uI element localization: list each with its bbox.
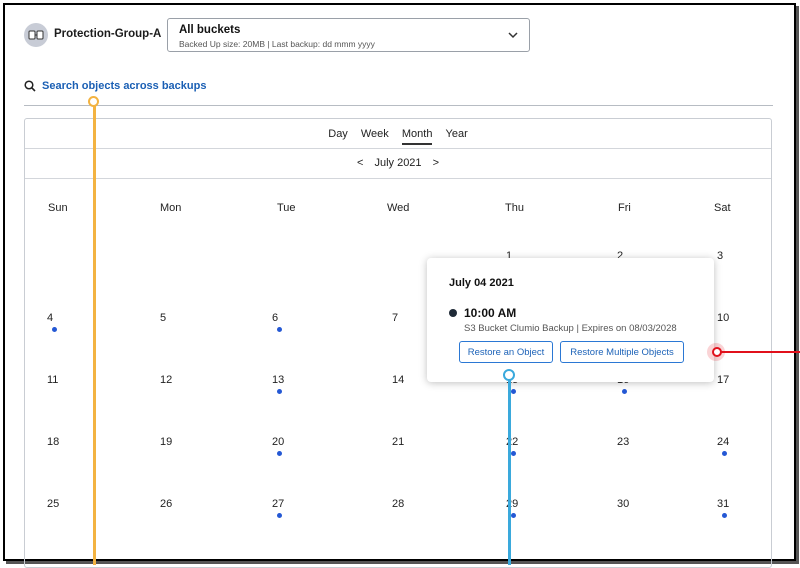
calendar-day[interactable]: 6: [272, 312, 279, 324]
popover-backup-detail: S3 Bucket Clumio Backup | Expires on 08/…: [464, 323, 677, 334]
calendar-day[interactable]: 7: [392, 312, 399, 324]
calendar-day[interactable]: 14: [392, 374, 405, 386]
calendar-day[interactable]: 11: [47, 374, 59, 386]
protection-group-icon: [24, 23, 48, 47]
calendar-day[interactable]: 23: [617, 436, 630, 448]
annotation-line-blue: [508, 379, 511, 565]
prev-month-button[interactable]: <: [356, 157, 364, 169]
tab-year[interactable]: Year: [445, 128, 468, 140]
backup-indicator-dot: [52, 327, 57, 332]
tab-week[interactable]: Week: [360, 128, 389, 140]
calendar-day[interactable]: 17: [717, 374, 730, 386]
calendar-day[interactable]: 20: [272, 436, 285, 448]
calendar-day[interactable]: 3: [717, 250, 724, 262]
restore-multiple-objects-button[interactable]: Restore Multiple Objects: [560, 341, 684, 363]
view-tabs: Day Week Month Year: [25, 128, 771, 145]
backup-bullet-icon: [449, 309, 457, 317]
calendar-day[interactable]: 2: [617, 250, 624, 262]
divider: [25, 178, 771, 179]
calendar-day[interactable]: 24: [717, 436, 730, 448]
backup-indicator-dot: [277, 389, 282, 394]
calendar-day[interactable]: 18: [47, 436, 60, 448]
calendar-day[interactable]: 27: [272, 498, 285, 510]
calendar-day[interactable]: 25: [47, 498, 60, 510]
calendar-day[interactable]: 30: [617, 498, 630, 510]
backup-indicator-dot: [277, 451, 282, 456]
search-objects-link[interactable]: Search objects across backups: [24, 80, 206, 92]
month-navigation: < July 2021 >: [25, 157, 771, 169]
search-objects-label: Search objects across backups: [42, 80, 207, 92]
calendar-day[interactable]: 13: [272, 374, 285, 386]
bucket-select-subtitle: Backed Up size: 20MB | Last backup: dd m…: [179, 39, 375, 49]
popover-time: 10:00 AM: [464, 306, 517, 320]
month-label: July 2021: [374, 157, 422, 169]
weekday-header: Thu: [505, 202, 524, 214]
calendar-day[interactable]: 4: [47, 312, 54, 324]
calendar-day[interactable]: 28: [392, 498, 405, 510]
chevron-down-icon: [508, 32, 518, 39]
backup-indicator-dot: [277, 327, 282, 332]
tab-day[interactable]: Day: [328, 128, 348, 140]
weekday-header: Fri: [618, 202, 631, 214]
weekday-header: Mon: [160, 202, 182, 214]
calendar-day[interactable]: 31: [717, 498, 730, 510]
annotation-line-orange: [93, 101, 96, 565]
popover-date: July 04 2021: [449, 277, 514, 289]
calendar-day[interactable]: 26: [160, 498, 173, 510]
annotation-marker-red: [712, 347, 722, 357]
backup-indicator-dot: [622, 389, 627, 394]
divider: [24, 105, 773, 106]
next-month-button[interactable]: >: [432, 157, 440, 169]
weekday-header: Tue: [277, 202, 296, 214]
backup-indicator-dot: [722, 513, 727, 518]
calendar-day[interactable]: 19: [160, 436, 173, 448]
backup-popover: July 04 2021 10:00 AM S3 Bucket Clumio B…: [427, 258, 714, 382]
restore-object-button[interactable]: Restore an Object: [459, 341, 553, 363]
bucket-select-title: All buckets: [179, 24, 241, 36]
weekday-header: Wed: [387, 202, 410, 214]
backup-indicator-dot: [277, 513, 282, 518]
backup-indicator-dot: [511, 451, 516, 456]
tab-month[interactable]: Month: [401, 128, 433, 145]
weekday-header: Sat: [714, 202, 731, 214]
protection-group-name: Protection-Group-A: [54, 28, 162, 40]
divider: [25, 148, 771, 149]
backup-indicator-dot: [511, 513, 516, 518]
backup-indicator-dot: [511, 389, 516, 394]
calendar-day[interactable]: 21: [392, 436, 405, 448]
calendar-day[interactable]: 5: [160, 312, 167, 324]
search-icon: [24, 80, 36, 92]
calendar-day[interactable]: 1: [506, 250, 513, 262]
annotation-marker-orange: [88, 96, 99, 107]
calendar-day[interactable]: 10: [717, 312, 730, 324]
calendar-day[interactable]: 12: [160, 374, 173, 386]
bucket-select[interactable]: All buckets Backed Up size: 20MB | Last …: [167, 18, 530, 52]
weekday-header: Sun: [48, 202, 68, 214]
annotation-marker-blue: [503, 369, 515, 381]
backup-indicator-dot: [722, 451, 727, 456]
annotation-line-red: [720, 351, 800, 353]
